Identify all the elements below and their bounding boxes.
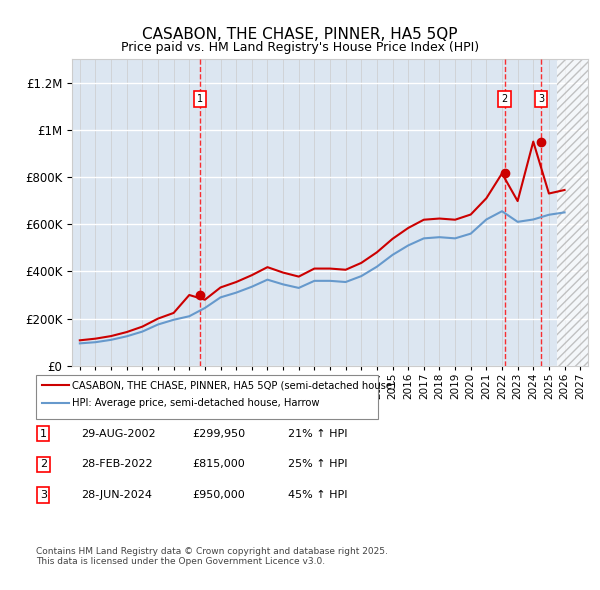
Text: 2: 2: [40, 460, 47, 469]
Text: 2: 2: [502, 94, 508, 104]
Text: £299,950: £299,950: [192, 429, 245, 438]
CASABON, THE CHASE, PINNER, HA5 5QP (semi-detached house): [248, 271, 256, 278]
CASABON, THE CHASE, PINNER, HA5 5QP (semi-detached house): [483, 195, 490, 202]
CASABON, THE CHASE, PINNER, HA5 5QP (semi-detached house): [185, 291, 193, 299]
CASABON, THE CHASE, PINNER, HA5 5QP (semi-detached house): [139, 323, 146, 330]
CASABON, THE CHASE, PINNER, HA5 5QP (semi-detached house): [358, 260, 365, 267]
CASABON, THE CHASE, PINNER, HA5 5QP (semi-detached house): [280, 269, 287, 276]
HPI: Average price, semi-detached house, Harrow: (2.03e+03, 6.5e+05): Average price, semi-detached house, Harr…: [561, 209, 568, 216]
CASABON, THE CHASE, PINNER, HA5 5QP (semi-detached house): [311, 265, 318, 272]
Text: 45% ↑ HPI: 45% ↑ HPI: [288, 490, 347, 500]
Text: CASABON, THE CHASE, PINNER, HA5 5QP (semi-detached house): CASABON, THE CHASE, PINNER, HA5 5QP (sem…: [72, 381, 396, 390]
CASABON, THE CHASE, PINNER, HA5 5QP (semi-detached house): [561, 186, 568, 194]
CASABON, THE CHASE, PINNER, HA5 5QP (semi-detached house): [373, 249, 380, 256]
HPI: Average price, semi-detached house, Harrow: (2.02e+03, 5.4e+05): Average price, semi-detached house, Harr…: [451, 235, 458, 242]
CASABON, THE CHASE, PINNER, HA5 5QP (semi-detached house): [264, 264, 271, 271]
HPI: Average price, semi-detached house, Harrow: (2.01e+03, 3.55e+05): Average price, semi-detached house, Harr…: [342, 278, 349, 286]
HPI: Average price, semi-detached house, Harrow: (2.02e+03, 6.55e+05): Average price, semi-detached house, Harr…: [499, 208, 506, 215]
HPI: Average price, semi-detached house, Harrow: (2e+03, 1.25e+05): Average price, semi-detached house, Harr…: [123, 333, 130, 340]
Text: 21% ↑ HPI: 21% ↑ HPI: [288, 429, 347, 438]
CASABON, THE CHASE, PINNER, HA5 5QP (semi-detached house): [451, 216, 458, 223]
Text: 3: 3: [538, 94, 544, 104]
HPI: Average price, semi-detached house, Harrow: (2.01e+03, 3.8e+05): Average price, semi-detached house, Harr…: [358, 273, 365, 280]
CASABON, THE CHASE, PINNER, HA5 5QP (semi-detached house): [170, 309, 177, 316]
Text: HPI: Average price, semi-detached house, Harrow: HPI: Average price, semi-detached house,…: [72, 398, 320, 408]
HPI: Average price, semi-detached house, Harrow: (2.01e+03, 3.35e+05): Average price, semi-detached house, Harr…: [248, 283, 256, 290]
Text: 28-JUN-2024: 28-JUN-2024: [81, 490, 152, 500]
CASABON, THE CHASE, PINNER, HA5 5QP (semi-detached house): [499, 170, 506, 177]
HPI: Average price, semi-detached house, Harrow: (2e+03, 3.1e+05): Average price, semi-detached house, Harr…: [233, 289, 240, 296]
CASABON, THE CHASE, PINNER, HA5 5QP (semi-detached house): [295, 273, 302, 280]
HPI: Average price, semi-detached house, Harrow: (2.01e+03, 4.2e+05): Average price, semi-detached house, Harr…: [373, 263, 380, 270]
Text: Price paid vs. HM Land Registry's House Price Index (HPI): Price paid vs. HM Land Registry's House …: [121, 41, 479, 54]
HPI: Average price, semi-detached house, Harrow: (2e+03, 1.75e+05): Average price, semi-detached house, Harr…: [154, 321, 161, 328]
CASABON, THE CHASE, PINNER, HA5 5QP (semi-detached house): [420, 216, 427, 223]
Text: 1: 1: [40, 429, 47, 438]
HPI: Average price, semi-detached house, Harrow: (2.01e+03, 3.65e+05): Average price, semi-detached house, Harr…: [264, 276, 271, 283]
Bar: [557, 59, 588, 366]
HPI: Average price, semi-detached house, Harrow: (2e+03, 9.5e+04): Average price, semi-detached house, Harr…: [76, 340, 83, 347]
HPI: Average price, semi-detached house, Harrow: (2e+03, 2.45e+05): Average price, semi-detached house, Harr…: [202, 304, 209, 312]
Text: £950,000: £950,000: [192, 490, 245, 500]
CASABON, THE CHASE, PINNER, HA5 5QP (semi-detached house): [514, 198, 521, 205]
HPI: Average price, semi-detached house, Harrow: (2e+03, 1.1e+05): Average price, semi-detached house, Harr…: [107, 336, 115, 343]
Line: HPI: Average price, semi-detached house, Harrow: HPI: Average price, semi-detached house,…: [80, 211, 565, 343]
CASABON, THE CHASE, PINNER, HA5 5QP (semi-detached house): [342, 266, 349, 273]
HPI: Average price, semi-detached house, Harrow: (2.02e+03, 6.4e+05): Average price, semi-detached house, Harr…: [545, 211, 553, 218]
Line: CASABON, THE CHASE, PINNER, HA5 5QP (semi-detached house): CASABON, THE CHASE, PINNER, HA5 5QP (sem…: [80, 142, 565, 340]
HPI: Average price, semi-detached house, Harrow: (2.02e+03, 6.2e+05): Average price, semi-detached house, Harr…: [530, 216, 537, 223]
HPI: Average price, semi-detached house, Harrow: (2.01e+03, 3.6e+05): Average price, semi-detached house, Harr…: [311, 277, 318, 284]
Text: 28-FEB-2022: 28-FEB-2022: [81, 460, 152, 469]
CASABON, THE CHASE, PINNER, HA5 5QP (semi-detached house): [217, 284, 224, 291]
HPI: Average price, semi-detached house, Harrow: (2.02e+03, 5.4e+05): Average price, semi-detached house, Harr…: [420, 235, 427, 242]
CASABON, THE CHASE, PINNER, HA5 5QP (semi-detached house): [202, 296, 209, 303]
Text: 1: 1: [197, 94, 203, 104]
HPI: Average price, semi-detached house, Harrow: (2.01e+03, 3.6e+05): Average price, semi-detached house, Harr…: [326, 277, 334, 284]
HPI: Average price, semi-detached house, Harrow: (2.02e+03, 6.2e+05): Average price, semi-detached house, Harr…: [483, 216, 490, 223]
CASABON, THE CHASE, PINNER, HA5 5QP (semi-detached house): [545, 190, 553, 197]
Bar: [557, 59, 588, 366]
CASABON, THE CHASE, PINNER, HA5 5QP (semi-detached house): [436, 215, 443, 222]
HPI: Average price, semi-detached house, Harrow: (2.02e+03, 6.1e+05): Average price, semi-detached house, Harr…: [514, 218, 521, 225]
CASABON, THE CHASE, PINNER, HA5 5QP (semi-detached house): [154, 315, 161, 322]
Text: Contains HM Land Registry data © Crown copyright and database right 2025.
This d: Contains HM Land Registry data © Crown c…: [36, 547, 388, 566]
CASABON, THE CHASE, PINNER, HA5 5QP (semi-detached house): [530, 138, 537, 145]
Text: CASABON, THE CHASE, PINNER, HA5 5QP: CASABON, THE CHASE, PINNER, HA5 5QP: [142, 27, 458, 41]
HPI: Average price, semi-detached house, Harrow: (2.02e+03, 4.7e+05): Average price, semi-detached house, Harr…: [389, 251, 396, 258]
CASABON, THE CHASE, PINNER, HA5 5QP (semi-detached house): [326, 265, 334, 272]
Text: 3: 3: [40, 490, 47, 500]
Text: 29-AUG-2002: 29-AUG-2002: [81, 429, 155, 438]
HPI: Average price, semi-detached house, Harrow: (2e+03, 1e+05): Average price, semi-detached house, Harr…: [92, 339, 99, 346]
HPI: Average price, semi-detached house, Harrow: (2.01e+03, 3.3e+05): Average price, semi-detached house, Harr…: [295, 284, 302, 291]
HPI: Average price, semi-detached house, Harrow: (2e+03, 1.45e+05): Average price, semi-detached house, Harr…: [139, 328, 146, 335]
Text: 25% ↑ HPI: 25% ↑ HPI: [288, 460, 347, 469]
HPI: Average price, semi-detached house, Harrow: (2e+03, 2.1e+05): Average price, semi-detached house, Harr…: [185, 313, 193, 320]
CASABON, THE CHASE, PINNER, HA5 5QP (semi-detached house): [233, 278, 240, 286]
CASABON, THE CHASE, PINNER, HA5 5QP (semi-detached house): [389, 235, 396, 242]
HPI: Average price, semi-detached house, Harrow: (2.01e+03, 3.45e+05): Average price, semi-detached house, Harr…: [280, 281, 287, 288]
Text: £815,000: £815,000: [192, 460, 245, 469]
CASABON, THE CHASE, PINNER, HA5 5QP (semi-detached house): [404, 224, 412, 231]
HPI: Average price, semi-detached house, Harrow: (2e+03, 1.95e+05): Average price, semi-detached house, Harr…: [170, 316, 177, 323]
HPI: Average price, semi-detached house, Harrow: (2e+03, 2.9e+05): Average price, semi-detached house, Harr…: [217, 294, 224, 301]
CASABON, THE CHASE, PINNER, HA5 5QP (semi-detached house): [123, 329, 130, 336]
CASABON, THE CHASE, PINNER, HA5 5QP (semi-detached house): [467, 211, 475, 218]
CASABON, THE CHASE, PINNER, HA5 5QP (semi-detached house): [76, 337, 83, 344]
HPI: Average price, semi-detached house, Harrow: (2.02e+03, 5.1e+05): Average price, semi-detached house, Harr…: [404, 242, 412, 249]
HPI: Average price, semi-detached house, Harrow: (2.02e+03, 5.6e+05): Average price, semi-detached house, Harr…: [467, 230, 475, 237]
HPI: Average price, semi-detached house, Harrow: (2.02e+03, 5.45e+05): Average price, semi-detached house, Harr…: [436, 234, 443, 241]
CASABON, THE CHASE, PINNER, HA5 5QP (semi-detached house): [92, 335, 99, 342]
CASABON, THE CHASE, PINNER, HA5 5QP (semi-detached house): [107, 333, 115, 340]
